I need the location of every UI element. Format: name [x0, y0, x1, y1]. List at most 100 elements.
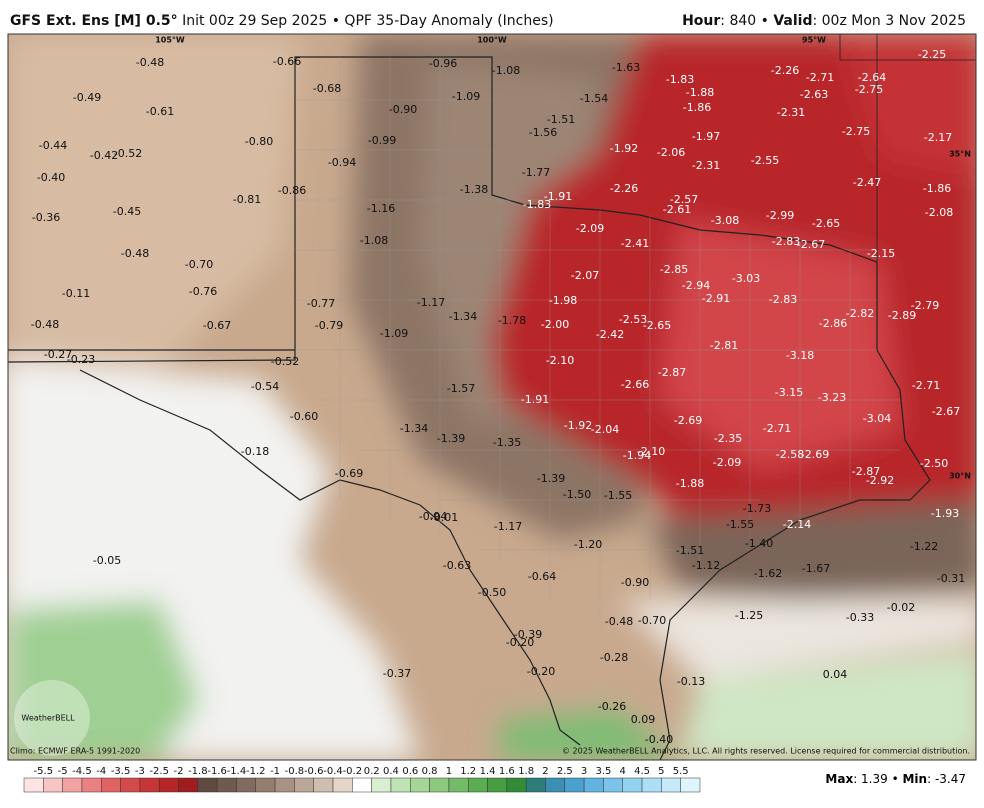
lon-label: 100°W — [477, 36, 507, 45]
colorbar-swatch — [352, 777, 372, 793]
max: : 1.39 • — [853, 772, 902, 786]
value-label: -2.79 — [911, 299, 939, 312]
value-label: -0.49 — [73, 91, 101, 104]
colorbar-swatch — [178, 777, 199, 793]
county-lines — [295, 57, 900, 620]
value-label: -1.16 — [367, 202, 395, 215]
value-label: -0.48 — [136, 56, 164, 69]
value-label: -0.26 — [598, 700, 626, 713]
colorbar-swatch — [506, 777, 527, 793]
value-label: -0.40 — [37, 171, 65, 184]
value-label: -1.83 — [523, 198, 551, 211]
value-label: -2.35 — [714, 432, 742, 445]
value-label: -1.55 — [726, 518, 754, 531]
map — [8, 34, 976, 760]
colorbar-swatch — [641, 777, 662, 793]
value-label: -2.87 — [658, 366, 686, 379]
value-label: -0.02 — [887, 601, 915, 614]
value-label: -0.42 — [90, 149, 118, 162]
colorbar-label: 1 — [446, 766, 452, 777]
value-label: -1.98 — [549, 294, 577, 307]
colorbar-swatch — [43, 777, 63, 793]
value-label: -2.61 — [663, 203, 691, 216]
value-label: -3.18 — [786, 349, 814, 362]
colorbar-label: -2 — [174, 766, 184, 777]
value-label: -0.94 — [328, 156, 356, 169]
lat-label: 30°N — [949, 472, 971, 481]
value-label: -0.20 — [527, 665, 555, 678]
value-label: -1.51 — [676, 544, 704, 557]
value-label: -2.15 — [867, 247, 895, 260]
value-label: -2.06 — [657, 146, 685, 159]
colorbar-label: 5.5 — [673, 766, 689, 777]
value-label: -2.07 — [571, 269, 599, 282]
value-label: -2.65 — [812, 217, 840, 230]
value-label: -1.50 — [563, 488, 591, 501]
value-label: -0.76 — [189, 285, 217, 298]
value-label: -2.09 — [713, 456, 741, 469]
value-label: -2.41 — [621, 237, 649, 250]
colorbar-label: 4 — [620, 766, 626, 777]
map-frame — [7, 33, 977, 761]
value-label: -2.55 — [751, 154, 779, 167]
valid-time: Hour: 840 • Valid: 00z Mon 3 Nov 2025 — [682, 13, 966, 29]
hour: : 840 • — [720, 13, 773, 29]
value-label: -0.39 — [514, 628, 542, 641]
value-label: -0.50 — [478, 586, 506, 599]
climo: Climo: ECMWF ERA-5 1991-2020 — [10, 747, 140, 756]
colorbar-swatch — [525, 777, 546, 793]
value-label: -0.94 — [419, 510, 447, 523]
value-label: -0.54 — [251, 380, 279, 393]
value-label: -2.42 — [596, 328, 624, 341]
value-label: -2.58 — [776, 448, 804, 461]
colorbar-swatch — [371, 777, 392, 793]
value-label: -1.22 — [910, 540, 938, 553]
value-label: -1.17 — [417, 296, 445, 309]
value-label: -0.37 — [383, 667, 411, 680]
value-label: -0.80 — [245, 135, 273, 148]
value-label: -2.10 — [637, 445, 665, 458]
value-label: -2.09 — [576, 222, 604, 235]
value-label: -2.04 — [591, 423, 619, 436]
value-label: -1.97 — [692, 130, 720, 143]
value-label: -2.47 — [853, 176, 881, 189]
value-label: -2.08 — [925, 206, 953, 219]
value-label: -1.73 — [743, 502, 771, 515]
value-label: -2.53 — [619, 313, 647, 326]
value-label: -2.82 — [846, 307, 874, 320]
value-label: -1.38 — [460, 183, 488, 196]
value-label: -1.63 — [612, 61, 640, 74]
value-label: -2.87 — [852, 465, 880, 478]
colorbar-swatch — [120, 777, 141, 793]
value-label: -2.67 — [797, 238, 825, 251]
value-label: -2.26 — [610, 182, 638, 195]
value-label: -2.67 — [932, 405, 960, 418]
value-label: -1.55 — [604, 489, 632, 502]
value-label: -1.92 — [564, 419, 592, 432]
colorbar-label: 5 — [658, 766, 664, 777]
value-label: -0.90 — [621, 576, 649, 589]
value-label: -2.69 — [674, 414, 702, 427]
value-label: 0.04 — [823, 668, 848, 681]
colorbar-swatch — [661, 777, 681, 793]
colorbar-label: 1.6 — [499, 766, 515, 777]
colorbar-swatch — [23, 777, 44, 793]
value-label: -2.83 — [769, 293, 797, 306]
value-label: -2.66 — [621, 378, 649, 391]
title: GFS Ext. Ens [M] 0.5° Init 00z 29 Sep 20… — [10, 13, 554, 29]
colorbar-swatch — [216, 777, 237, 793]
value-label: -1.34 — [449, 310, 477, 323]
value-label: -0.48 — [605, 615, 633, 628]
value-label: -1.57 — [447, 382, 475, 395]
value-label: -0.20 — [506, 636, 534, 649]
valid-label: Valid — [773, 13, 812, 29]
colorbar-swatch — [467, 777, 488, 793]
colorbar-label: -0.8 — [285, 766, 305, 777]
colorbar-label: 2 — [542, 766, 548, 777]
value-label: -2.85 — [660, 263, 688, 276]
colorbar-swatch — [680, 777, 701, 793]
value-label: -0.60 — [290, 410, 318, 423]
colorbar-label: 0.4 — [383, 766, 399, 777]
value-label: -0.45 — [113, 205, 141, 218]
